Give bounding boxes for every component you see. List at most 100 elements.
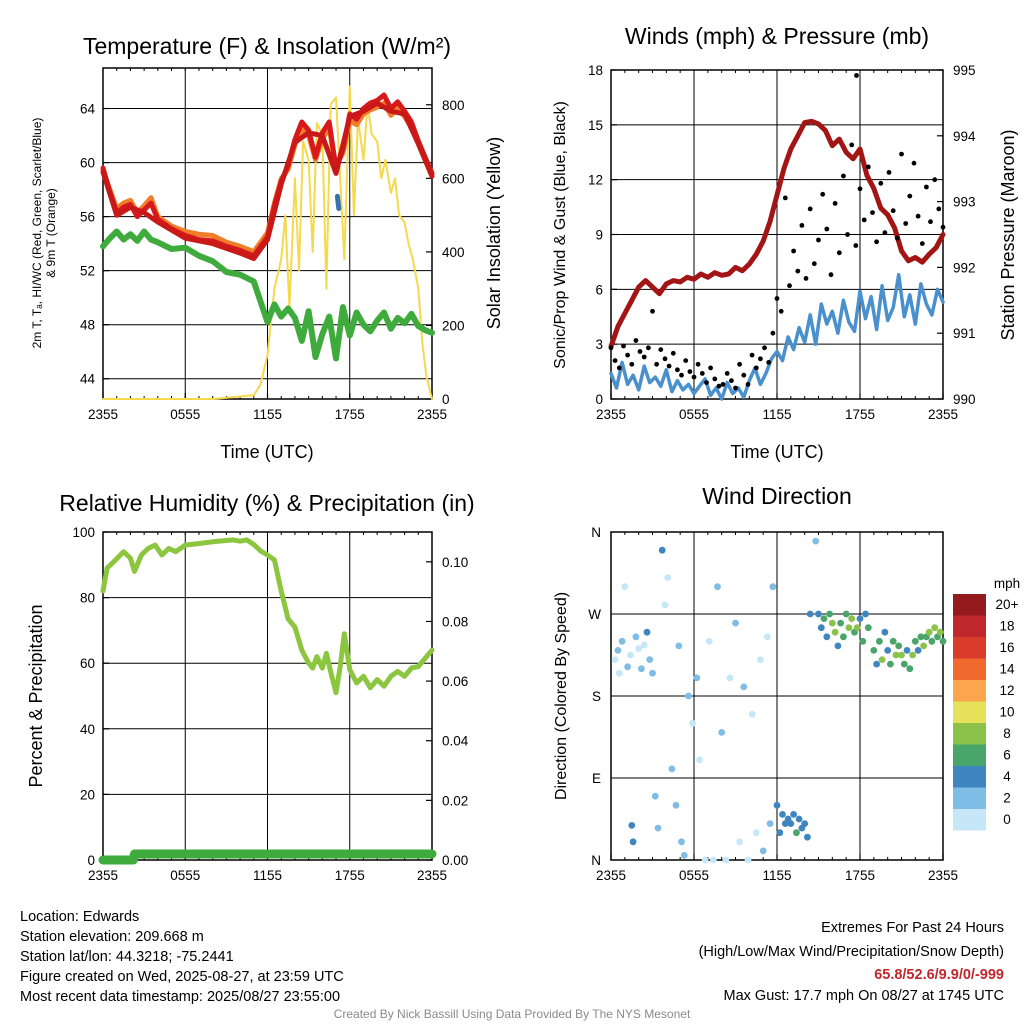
direction-point: [763, 633, 771, 641]
direction-point: [823, 633, 831, 641]
location-text: Location: Edwards: [20, 909, 140, 925]
gust-point: [687, 369, 693, 374]
direction-point: [845, 624, 853, 632]
direction-point: [649, 669, 656, 677]
gust-point: [820, 191, 826, 197]
direction-point: [925, 628, 933, 636]
gust-point: [741, 372, 747, 378]
y-tick-label: 0: [595, 392, 603, 407]
gust-point: [915, 213, 921, 219]
gust-point: [832, 201, 838, 206]
y-tick-label: 6: [595, 282, 603, 297]
legend-swatch: [953, 615, 986, 637]
direction-point: [898, 651, 905, 659]
x-tick-label: 2355: [88, 868, 118, 883]
direction-point: [884, 647, 892, 654]
gust-point: [608, 345, 614, 351]
x-tick-label: 2355: [928, 868, 958, 883]
gust-point: [716, 383, 722, 389]
direction-point: [740, 683, 748, 691]
y2-tick-label: 800: [442, 98, 465, 113]
direction-point: [752, 829, 760, 837]
y-tick-label: E: [592, 771, 601, 786]
direction-point: [689, 719, 696, 727]
x-tick-label: 2355: [417, 868, 447, 883]
gust-point: [708, 365, 713, 371]
gust-point: [932, 177, 938, 183]
y-tick-label: N: [591, 525, 601, 540]
y-tick-label: 56: [80, 210, 95, 225]
direction-point: [864, 624, 872, 632]
direction-point: [621, 583, 629, 591]
x-tick-label: 1155: [762, 868, 791, 883]
legend-swatch: [953, 680, 986, 702]
gust-point: [799, 223, 805, 228]
direction-point: [627, 651, 634, 659]
direction-point: [837, 619, 844, 627]
legend-label: 8: [1003, 726, 1011, 741]
series-heat_index_scarlet: [100, 100, 435, 261]
gust-point: [824, 226, 830, 232]
gust-point: [629, 361, 635, 367]
direction-point: [793, 829, 800, 837]
direction-point: [936, 628, 944, 636]
y-tick-label: 0: [87, 853, 95, 868]
gust-point: [899, 151, 904, 157]
x-axis-label: Time (UTC): [220, 442, 313, 462]
gust-point: [865, 164, 871, 170]
max-gust-text: Max Gust: 17.7 mph On 08/27 at 1745 UTC: [723, 988, 1004, 1004]
winds-pressure-panel: 2355 0555 1155 1755 235503691215189909919929…: [552, 23, 1018, 462]
direction-point: [931, 624, 939, 632]
x-tick-label: 2355: [928, 407, 958, 422]
extremes-title: Extremes For Past 24 Hours: [821, 920, 1004, 936]
chart-title: Wind Direction: [702, 483, 852, 509]
direction-point: [643, 628, 651, 636]
elevation-text: Station elevation: 209.668 m: [20, 929, 204, 945]
series-dewpoint_green: [100, 228, 435, 362]
gust-point: [729, 378, 734, 384]
y2-tick-label: 994: [953, 129, 976, 144]
direction-point: [909, 651, 916, 659]
legend-title: mph: [994, 576, 1020, 591]
direction-point: [628, 822, 636, 829]
gust-point: [625, 352, 630, 358]
chart-title: Temperature (F) & Insolation (W/m²): [83, 33, 451, 59]
y2-tick-label: 600: [442, 171, 465, 186]
x-tick-label: 1155: [253, 868, 282, 883]
direction-point: [853, 624, 861, 632]
gust-point: [616, 365, 622, 371]
gust-point: [861, 217, 867, 223]
direction-point: [795, 815, 803, 823]
x-tick-label: 2355: [596, 868, 626, 883]
gust-point: [724, 371, 730, 376]
y2-tick-label: 0.10: [442, 555, 468, 570]
direction-point: [817, 624, 825, 632]
direction-point: [710, 856, 717, 864]
direction-point: [714, 583, 721, 591]
direction-point: [718, 729, 726, 736]
direction-point: [615, 669, 623, 677]
direction-point: [654, 824, 662, 832]
direction-point: [876, 637, 883, 645]
x-tick-label: 1755: [335, 407, 365, 422]
y-tick-label: 52: [80, 264, 95, 279]
y2-axis-label: Solar Insolation (Yellow): [484, 137, 504, 329]
x-tick-label: 2355: [88, 407, 118, 422]
y-tick-label: 48: [80, 318, 95, 333]
gust-point: [662, 356, 668, 362]
extremes-values: 65.8/52.6/9.9/0/-999: [874, 967, 1004, 983]
gust-point: [733, 385, 738, 391]
y-tick-label: 44: [80, 372, 96, 387]
gust-point: [633, 338, 639, 343]
gust-point: [654, 361, 659, 367]
chart-title: Winds (mph) & Pressure (mb): [625, 23, 929, 49]
direction-point: [842, 610, 850, 618]
series-precip_green: [98, 849, 437, 865]
gust-point: [791, 248, 796, 254]
gust-point: [737, 361, 742, 367]
y-tick-label: 18: [588, 63, 603, 78]
y2-tick-label: 995: [953, 63, 976, 78]
y2-tick-label: 0: [442, 392, 450, 407]
